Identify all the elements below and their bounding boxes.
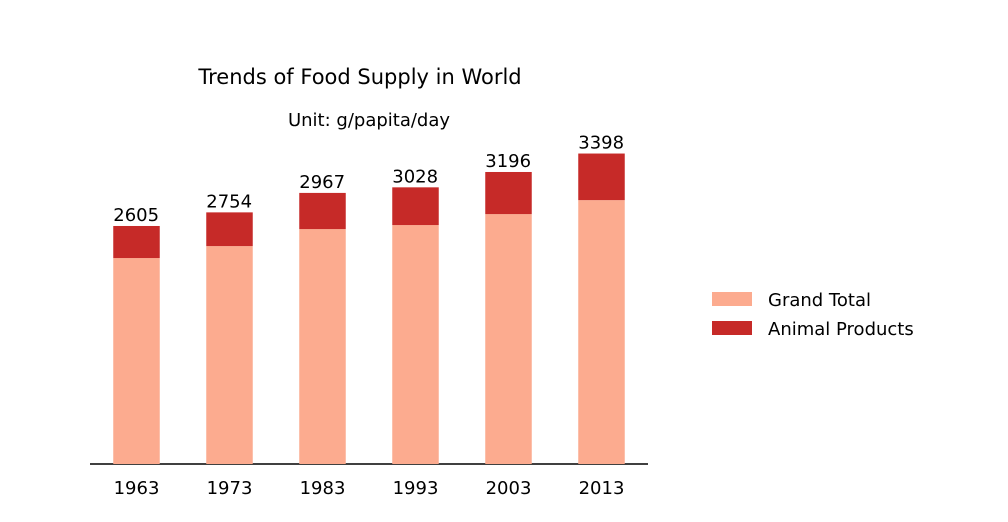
bar-segment (485, 171, 532, 215)
data-label: 2967 (299, 172, 345, 193)
x-tick-label: 1983 (300, 478, 346, 499)
bar-segment (485, 214, 532, 464)
bar-segment (392, 187, 439, 226)
data-label: 3196 (485, 151, 531, 172)
bar-segment (206, 212, 253, 247)
legend-swatch (712, 292, 752, 306)
data-label: 3028 (392, 166, 438, 187)
x-tick-label: 1963 (114, 478, 160, 499)
chart-subtitle: Unit: g/papita/day (288, 110, 450, 131)
x-tick-label: 1973 (207, 478, 253, 499)
bar-segment (299, 229, 346, 464)
bar-segment (578, 153, 625, 201)
data-label: 2754 (206, 191, 252, 212)
bar-segment (206, 246, 253, 464)
bar-segment (113, 258, 160, 464)
data-label: 3398 (578, 133, 624, 154)
x-tick-label: 1993 (393, 478, 439, 499)
x-tick-label: 2013 (579, 478, 625, 499)
bar-segment (392, 225, 439, 464)
bar-segment (113, 225, 160, 259)
legend-label: Grand Total (768, 290, 871, 311)
x-tick-label: 2003 (486, 478, 532, 499)
data-label: 2605 (113, 205, 159, 226)
bar-segment (578, 200, 625, 464)
bar-segment (299, 192, 346, 230)
chart-title: Trends of Food Supply in World (197, 65, 521, 89)
legend-label: Animal Products (768, 319, 914, 340)
legend-swatch (712, 321, 752, 335)
